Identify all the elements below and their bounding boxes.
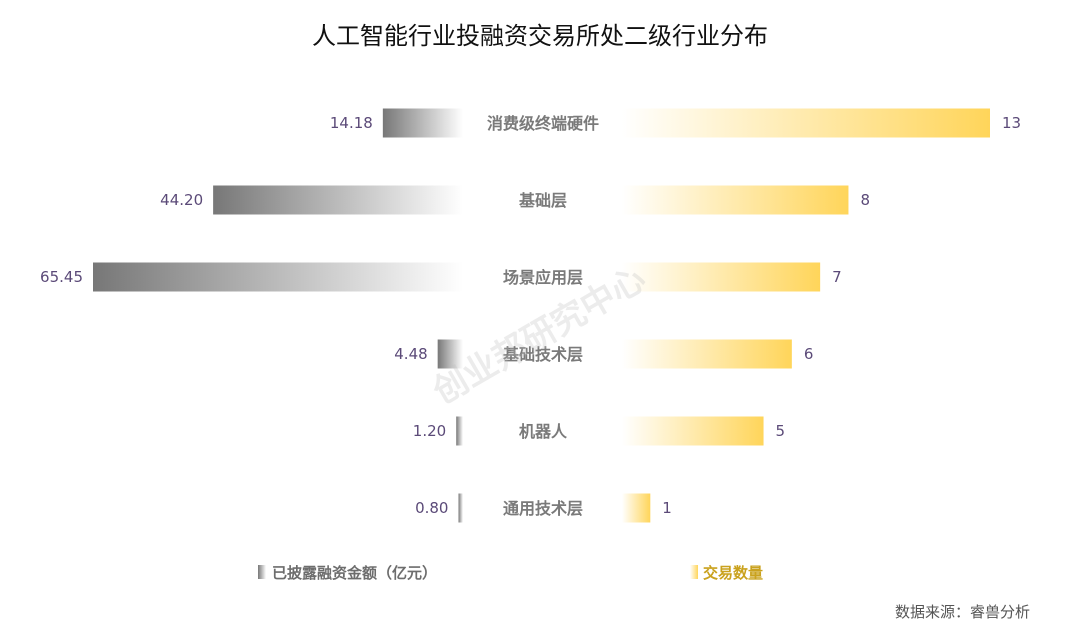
right-value-label: 8 bbox=[860, 191, 870, 209]
legend-right-swatch bbox=[690, 565, 698, 579]
right-value-label: 6 bbox=[804, 345, 814, 363]
right-value-label: 13 bbox=[1002, 114, 1021, 132]
right-value-label: 5 bbox=[776, 422, 786, 440]
category-label: 消费级终端硬件 bbox=[487, 114, 599, 133]
chart-title: 人工智能行业投融资交易所处二级行业分布 bbox=[312, 22, 768, 50]
left-value-label: 44.20 bbox=[160, 191, 203, 209]
source-note: 数据来源：睿兽分析 bbox=[895, 603, 1030, 621]
left-bar bbox=[456, 416, 463, 446]
category-label: 场景应用层 bbox=[503, 268, 583, 287]
category-label: 基础层 bbox=[518, 191, 567, 210]
right-value-label: 1 bbox=[662, 499, 672, 517]
left-bar bbox=[213, 185, 463, 215]
right-bar bbox=[622, 493, 651, 523]
bars-group: 14.18 13 消费级终端硬件 44.20 8 基础层 65.45 7 场景应用层 4.48 6 基… bbox=[40, 108, 1021, 523]
right-bar bbox=[622, 185, 849, 215]
category-label: 通用技术层 bbox=[503, 499, 583, 518]
right-bar bbox=[622, 262, 821, 292]
left-bar bbox=[458, 493, 463, 523]
left-bar bbox=[93, 262, 463, 292]
legend-right-label: 交易数量 bbox=[703, 564, 763, 582]
right-bar bbox=[622, 108, 990, 138]
category-label: 基础技术层 bbox=[502, 345, 583, 364]
left-value-label: 1.20 bbox=[413, 422, 446, 440]
legend-left-label: 已披露融资金额（亿元） bbox=[272, 564, 437, 582]
legend-left-swatch bbox=[258, 565, 266, 579]
left-bar bbox=[437, 339, 463, 369]
left-value-label: 4.48 bbox=[394, 345, 427, 363]
legend: 已披露融资金额（亿元） 交易数量 bbox=[258, 564, 763, 582]
category-label: 机器人 bbox=[519, 422, 568, 441]
right-value-label: 7 bbox=[832, 268, 842, 286]
left-value-label: 0.80 bbox=[415, 499, 448, 517]
right-bar bbox=[622, 416, 764, 446]
left-bar bbox=[382, 108, 463, 138]
left-value-label: 14.18 bbox=[330, 114, 373, 132]
right-bar bbox=[622, 339, 792, 369]
left-value-label: 65.45 bbox=[40, 268, 83, 286]
